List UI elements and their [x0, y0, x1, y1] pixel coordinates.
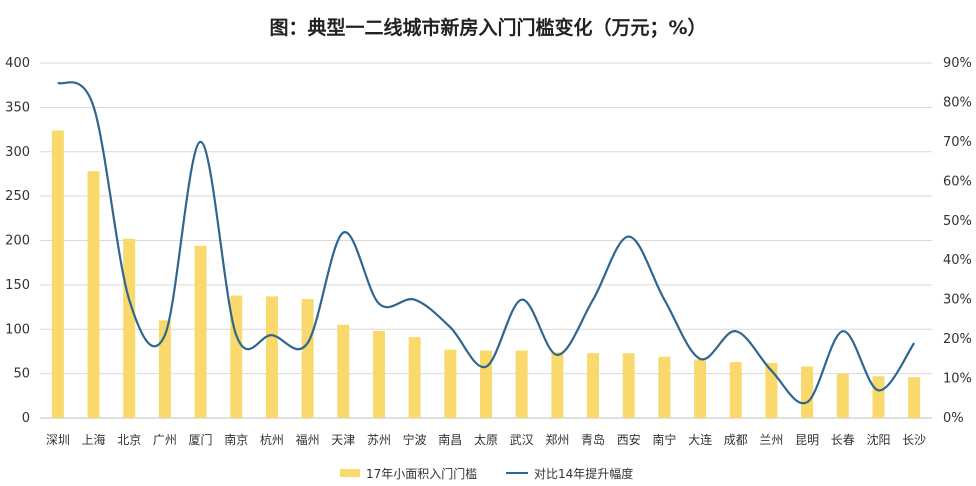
- x-tick-label: 厦门: [189, 432, 213, 447]
- y-left-tick-label: 250: [5, 189, 30, 204]
- y-right-tick-label: 50%: [943, 214, 972, 229]
- bar: [444, 349, 457, 418]
- x-tick-label: 昆明: [795, 433, 819, 447]
- legend: 17年小面积入门门槛 对比14年提升幅度: [340, 466, 633, 481]
- bar: [622, 353, 635, 418]
- bar: [408, 337, 421, 418]
- x-tick-label: 宁波: [403, 432, 427, 447]
- bar: [765, 362, 778, 418]
- y-right-tick-label: 30%: [943, 293, 972, 308]
- x-tick-label: 南京: [224, 432, 248, 447]
- y-right-tick-label: 60%: [943, 174, 972, 189]
- x-tick-label: 苏州: [367, 433, 391, 447]
- y-left-tick-label: 400: [5, 56, 30, 71]
- y-left-tick-label: 300: [5, 145, 30, 160]
- gridlines: [40, 62, 932, 419]
- bar: [908, 377, 921, 418]
- x-tick-label: 北京: [117, 433, 141, 447]
- y-right-tick-label: 70%: [943, 135, 972, 150]
- x-tick-label: 大连: [688, 432, 712, 447]
- legend-label-bar: 17年小面积入门门槛: [366, 466, 477, 481]
- bar: [658, 356, 671, 418]
- series-line: [57, 81, 916, 405]
- y-right-tick-label: 10%: [943, 372, 972, 387]
- bar: [694, 359, 707, 418]
- bar: [372, 331, 385, 418]
- x-tick-label: 青岛: [581, 432, 605, 447]
- bar: [872, 376, 885, 418]
- y-left-tick-label: 150: [5, 278, 30, 293]
- x-tick-label: 沈阳: [866, 432, 890, 447]
- y-right-tick-label: 20%: [943, 332, 972, 347]
- x-tick-label: 太原: [474, 432, 498, 447]
- x-tick-label: 福州: [296, 432, 320, 447]
- y-left-tick-label: 200: [5, 234, 30, 249]
- y-left-tick-label: 0: [22, 411, 30, 426]
- x-tick-label: 天津: [331, 433, 355, 447]
- y-right-tick-label: 90%: [943, 56, 972, 71]
- x-tick-label: 深圳: [46, 433, 70, 447]
- y-right-tick-label: 0%: [943, 411, 964, 426]
- y-right-tick-label: 80%: [943, 95, 972, 110]
- x-tick-label: 长沙: [902, 433, 926, 447]
- x-axis-categories: 深圳 上海 北京 广州 厦门 南京 杭州 福州 天津 苏州 宁波 南昌 太原 武汉 郑州 青岛 西安 南宁 大连 成都…: [46, 432, 926, 447]
- bar: [551, 352, 564, 418]
- y-left-tick-label: 350: [5, 100, 30, 115]
- x-tick-label: 武汉: [510, 433, 534, 447]
- x-tick-label: 南昌: [438, 432, 462, 447]
- x-tick-label: 郑州: [545, 432, 569, 447]
- x-tick-label: 上海: [82, 432, 106, 447]
- chart-title: 图：典型一二线城市新房入门门槛变化（万元；%）: [269, 16, 706, 39]
- y-axis-right: 0% 10% 20% 30% 40% 50% 60% 70% 80% 90%: [943, 56, 972, 426]
- x-tick-label: 杭州: [260, 432, 284, 447]
- bar: [515, 350, 528, 418]
- x-tick-label: 成都: [724, 433, 748, 447]
- x-tick-label: 兰州: [759, 433, 783, 447]
- bar: [480, 350, 492, 418]
- x-tick-label: 长春: [831, 433, 855, 447]
- bar: [337, 324, 350, 418]
- bar: [123, 238, 136, 418]
- bar: [87, 171, 100, 418]
- legend-label-line: 对比14年提升幅度: [534, 466, 633, 481]
- y-axis-left: 0 50 100 150 200 250 300 350 400: [5, 56, 30, 426]
- bar: [801, 366, 814, 418]
- bar: [729, 362, 742, 418]
- bar: [158, 320, 171, 418]
- bar-series: [51, 130, 921, 418]
- x-tick-label: 西安: [617, 432, 641, 447]
- bar: [836, 373, 849, 418]
- legend-swatch-bar: [340, 469, 360, 477]
- bar: [587, 353, 600, 418]
- y-left-tick-label: 100: [5, 322, 30, 337]
- line-series: [57, 81, 916, 405]
- bar: [51, 130, 64, 418]
- bar: [265, 296, 278, 418]
- x-tick-label: 南宁: [652, 432, 676, 447]
- x-tick-label: 广州: [153, 433, 177, 447]
- bar: [194, 245, 207, 418]
- y-right-tick-label: 40%: [943, 253, 972, 268]
- y-left-tick-label: 50: [13, 367, 30, 382]
- bar: [301, 299, 314, 418]
